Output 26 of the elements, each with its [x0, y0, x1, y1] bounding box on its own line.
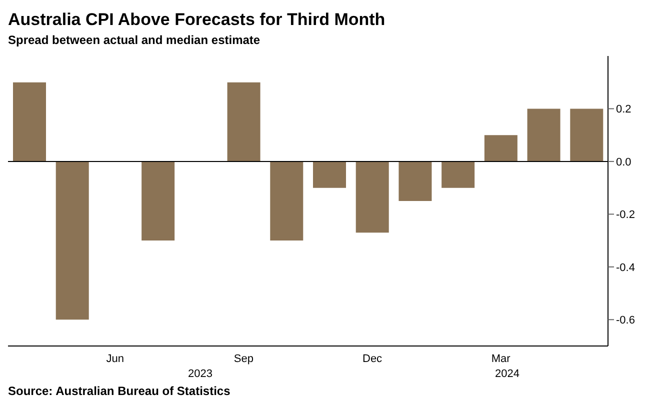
- text: 2023: [188, 368, 212, 380]
- x-tick-label: Sep: [234, 352, 254, 365]
- y-tick-label: 0.0: [616, 156, 632, 168]
- x-tick-label: Mar: [491, 352, 511, 365]
- bar: [570, 108, 604, 162]
- bar: [398, 161, 432, 201]
- x-tick-label: Dec: [362, 352, 383, 365]
- chart-title: Australia CPI Above Forecasts for Third Month: [8, 10, 386, 30]
- bar: [356, 161, 389, 233]
- bar: [527, 108, 560, 162]
- y-tick-label: 0.2: [616, 104, 632, 116]
- text: 2024: [495, 368, 520, 380]
- bar: [484, 135, 518, 162]
- bar: [270, 161, 304, 241]
- bar: [442, 161, 475, 188]
- source-note: Source: Australian Bureau of Statistics: [8, 384, 230, 398]
- bar: [142, 161, 175, 241]
- chart-subtitle: Spread between actual and median estimate: [8, 33, 260, 47]
- bar: [56, 161, 89, 320]
- y-tick-label: -0.4: [616, 262, 635, 274]
- y-tick-label: -0.6: [616, 314, 635, 327]
- y-tick-label: -0.2: [616, 209, 635, 222]
- bar: [227, 82, 260, 162]
- bar: [313, 161, 346, 188]
- x-tick-label: Jun: [106, 352, 124, 365]
- bar: [13, 82, 46, 162]
